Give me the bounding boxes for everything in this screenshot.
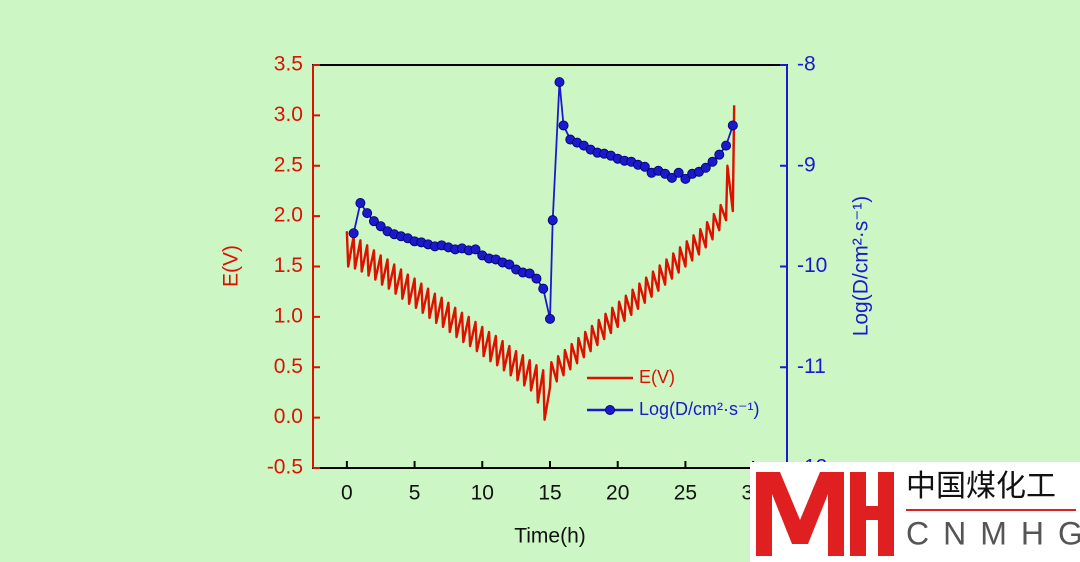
series-line: [352, 81, 734, 320]
series-marker: [538, 283, 549, 294]
series-marker: [666, 172, 677, 183]
series-marker: [362, 208, 373, 219]
series-marker: [545, 313, 556, 324]
x-tick-label: 5: [409, 482, 421, 505]
series-marker: [707, 156, 718, 167]
y2-tick-label: -8: [797, 53, 816, 76]
x-tick-label: 10: [471, 482, 494, 505]
y-tick-label: 0.5: [274, 355, 303, 378]
series-marker: [721, 140, 732, 151]
legend-marker: [605, 404, 616, 415]
series-marker: [547, 215, 558, 226]
series-marker: [504, 259, 515, 270]
y2-tick-label: -9: [797, 153, 816, 176]
series-marker: [554, 77, 565, 88]
y-axis-label: E(V): [220, 245, 243, 287]
legend-label: Log(D/cm²·s⁻¹): [639, 399, 760, 419]
series-marker: [470, 244, 481, 255]
series-line: [345, 105, 736, 421]
y-tick-label: 1.5: [274, 254, 303, 277]
x-axis-label: Time(h): [514, 525, 586, 548]
y2-tick-label: -11: [797, 355, 826, 378]
series-marker: [355, 198, 366, 209]
series-marker: [673, 167, 684, 178]
series-marker: [524, 268, 535, 279]
series-marker: [368, 216, 379, 227]
logo-chinese: 中国煤化工: [906, 470, 1056, 503]
y-tick-label: 1.0: [274, 304, 303, 327]
legend-label: E(V): [639, 367, 675, 387]
y2-tick-label: -10: [797, 254, 827, 277]
x-tick-label: 15: [538, 482, 561, 505]
y-tick-label: 2.5: [274, 153, 303, 176]
series-marker: [727, 120, 738, 131]
logo-latin: CNMHG: [906, 515, 1080, 551]
logo-mark: [756, 472, 894, 556]
series-marker: [714, 149, 725, 160]
series-marker: [558, 120, 569, 131]
y-tick-label: 3.0: [274, 103, 303, 126]
series-marker: [680, 173, 691, 184]
x-tick-label: 25: [674, 482, 697, 505]
y-tick-label: -0.5: [267, 456, 303, 479]
series-marker: [375, 221, 386, 232]
y-tick-label: 3.5: [274, 53, 303, 76]
x-tick-label: 0: [341, 482, 353, 505]
series-marker: [639, 161, 650, 172]
y-tick-label: 2.0: [274, 204, 303, 227]
x-tick-label: 20: [606, 482, 629, 505]
series-marker: [700, 162, 711, 173]
series-marker: [348, 228, 359, 239]
y2-axis-label: Log(D/cm²·s⁻¹): [850, 196, 873, 337]
logo: 中国煤化工 CNMHG: [750, 462, 1080, 562]
series-marker: [531, 273, 542, 284]
y-tick-label: 0.0: [274, 405, 303, 428]
